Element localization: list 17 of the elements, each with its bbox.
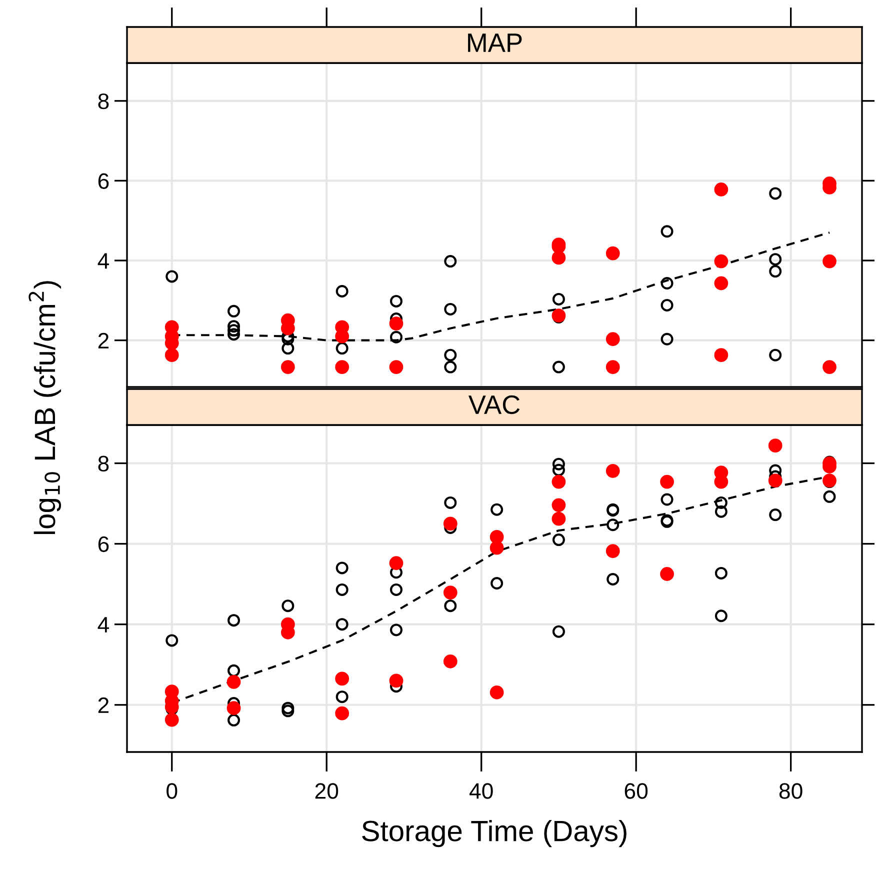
- x-tick-label: 60: [624, 783, 648, 799]
- y-tick-label: 4: [98, 617, 109, 632]
- chart-title: VAC: [468, 395, 520, 414]
- y-tick-label: 6: [98, 173, 109, 189]
- y-tick-label: 2: [98, 697, 109, 713]
- x-tick-label: 0: [166, 783, 178, 799]
- y-tick-label: 8: [98, 93, 109, 110]
- y-tick-label: 4: [98, 253, 109, 269]
- x-axis-title: Storage Time (Days): [362, 820, 626, 848]
- y-axis-title: log$_{10}$ LAB (cfu/cm$^{2}$): [28, 281, 62, 534]
- x-tick-label: 80: [779, 783, 802, 799]
- chart-title: MAP: [468, 34, 522, 52]
- x-tick-label: 20: [315, 783, 338, 799]
- y-tick-label: 2: [98, 332, 109, 348]
- y-tick-label: 6: [98, 536, 109, 552]
- x-tick-label: 40: [470, 783, 493, 799]
- y-tick-label: 8: [98, 456, 109, 472]
